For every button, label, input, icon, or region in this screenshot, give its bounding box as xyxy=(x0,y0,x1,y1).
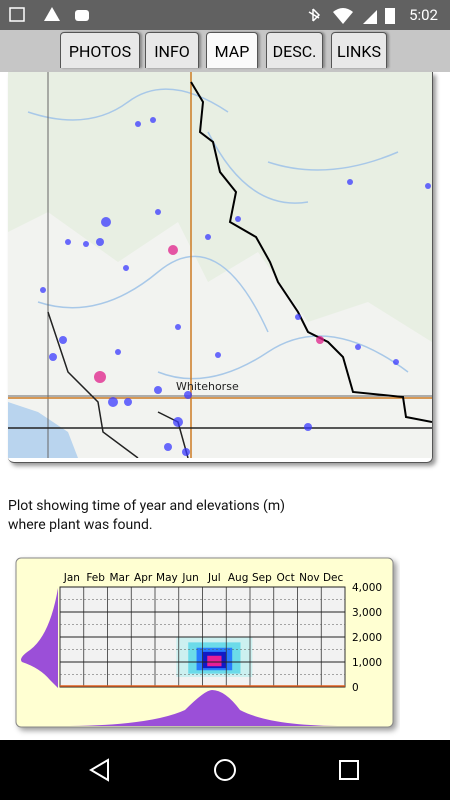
home-button[interactable] xyxy=(214,759,236,781)
tab[interactable]: LINKS xyxy=(331,32,387,68)
back-button[interactable] xyxy=(89,758,109,782)
y-tick-label: 2,000 xyxy=(352,632,382,644)
status-icons xyxy=(9,7,89,22)
elevation-season-plot: Jan Feb Mar Apr May Jun Jul Aug Sep Oct Nov Dec 4,00… xyxy=(15,557,394,728)
month-label: Dec xyxy=(323,572,344,584)
month-label: Feb xyxy=(86,572,105,584)
month-label: Nov xyxy=(299,572,320,584)
y-tick-label: 3,000 xyxy=(352,607,382,619)
map-image: Whitehorse xyxy=(8,72,432,459)
nav-buttons xyxy=(89,758,359,782)
status-bar: 5:02 xyxy=(0,0,450,30)
navigation-bar xyxy=(0,740,450,800)
month-label: Oct xyxy=(277,572,295,584)
heatmap-cell xyxy=(207,655,222,667)
month-label: Apr xyxy=(134,572,153,584)
system-icons xyxy=(308,8,395,24)
plot-container: Jan Feb Mar Apr May Jun Jul Aug Sep Oct Nov Dec 4,00… xyxy=(0,550,400,744)
caption: Plot showing time of year and elevations… xyxy=(8,498,285,533)
map-label: Whitehorse xyxy=(176,380,239,393)
tab-bar: PHOTOS INFO MAP DESC. LINKS xyxy=(0,30,450,72)
month-label: Jan xyxy=(63,572,80,584)
clock: 5:02 xyxy=(409,6,438,24)
month-label: Sep xyxy=(252,572,272,584)
tab[interactable]: PHOTOS xyxy=(60,32,140,68)
tab[interactable]: INFO xyxy=(145,32,199,68)
month-label: Jul xyxy=(207,572,221,584)
month-label: Jun xyxy=(181,572,198,584)
map[interactable]: Whitehorse xyxy=(8,72,433,463)
tab[interactable]: DESC. xyxy=(266,32,323,68)
tab[interactable]: MAP xyxy=(206,32,258,68)
month-label: Aug xyxy=(228,572,249,584)
month-label: Mar xyxy=(109,572,129,584)
y-tick-label: 4,000 xyxy=(352,582,382,594)
y-tick-label: 1,000 xyxy=(352,657,382,669)
y-tick-label: 0 xyxy=(352,682,359,694)
month-label: May xyxy=(156,572,178,584)
recents-button[interactable] xyxy=(339,760,359,780)
